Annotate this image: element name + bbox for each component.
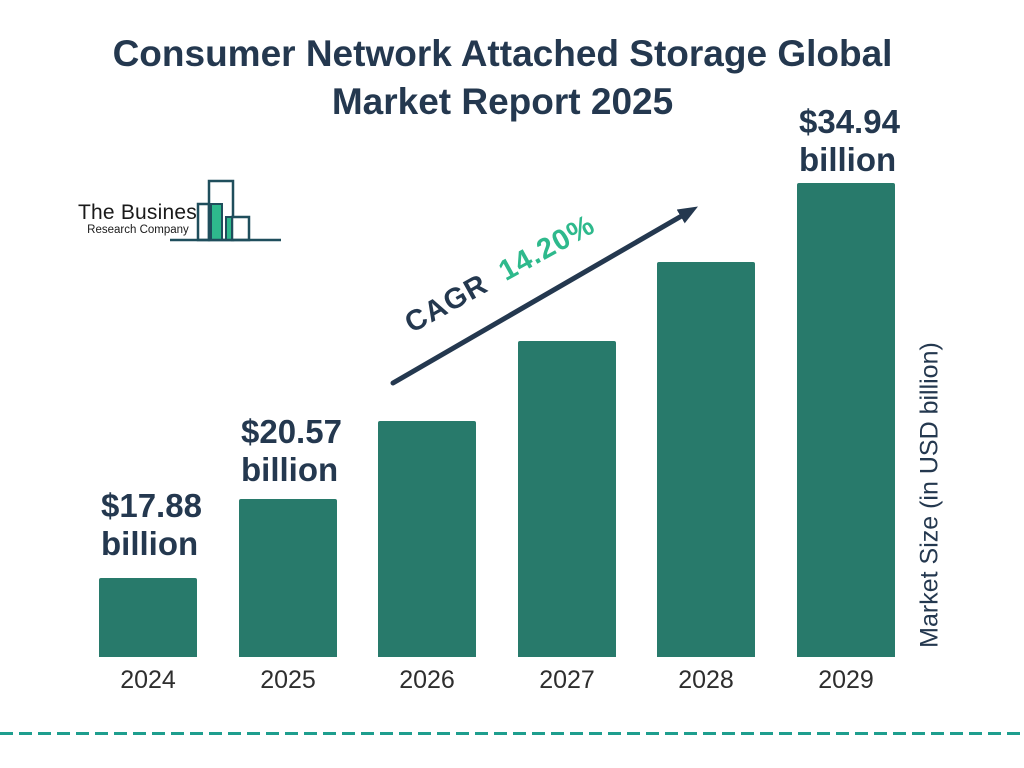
- value-label-2025-line1: $20.57: [241, 413, 342, 450]
- logo-company-name: The Business: [78, 201, 208, 224]
- value-label-2025: $20.57 billion: [241, 413, 342, 489]
- bar-2024: [99, 578, 197, 657]
- x-tick-2026: 2026: [399, 666, 455, 694]
- bar-2027: [518, 341, 616, 657]
- value-label-2024-line2: billion: [101, 525, 199, 562]
- logo-bars-icon: [170, 179, 281, 242]
- x-tick-2027: 2027: [539, 666, 595, 694]
- x-tick-2028: 2028: [678, 666, 734, 694]
- y-axis-label: Market Size (in USD billion): [915, 342, 944, 648]
- value-label-2029: $34.94 billion: [799, 103, 900, 179]
- logo-text: The Business Research Company: [78, 201, 208, 237]
- x-tick-2029: 2029: [818, 666, 874, 694]
- cagr-growth-arrow-icon: [390, 206, 698, 386]
- logo-company-subname: Research Company: [87, 224, 189, 236]
- value-label-2029-line1: $34.94: [799, 103, 900, 140]
- value-label-2029-line2: billion: [799, 141, 897, 178]
- chart-title-line2: Market Report 2025: [331, 81, 674, 122]
- bar-2028: [657, 262, 755, 657]
- chart-title-line1: Consumer Network Attached Storage Global: [112, 33, 893, 74]
- bottom-dashed-divider: [0, 732, 1024, 735]
- bar-2029: [797, 183, 895, 657]
- value-label-2025-line2: billion: [241, 451, 339, 488]
- chart-title: Consumer Network Attached Storage Global…: [0, 30, 1005, 126]
- bar-2026: [378, 421, 476, 657]
- value-label-2024-line1: $17.88: [101, 487, 202, 524]
- bar-2025: [239, 499, 337, 657]
- value-label-2024: $17.88 billion: [101, 487, 202, 563]
- x-tick-2025: 2025: [260, 666, 316, 694]
- x-tick-2024: 2024: [120, 666, 176, 694]
